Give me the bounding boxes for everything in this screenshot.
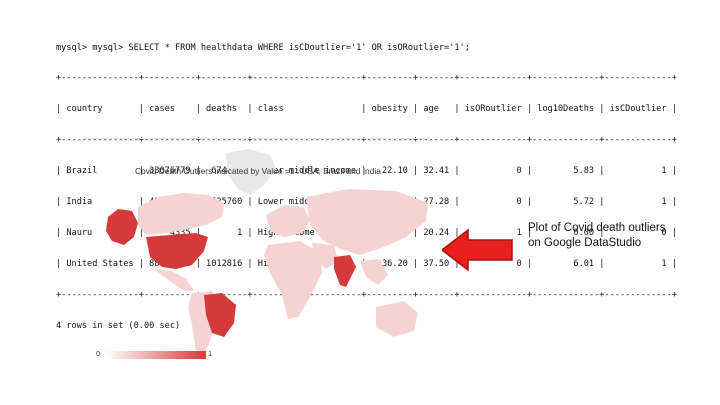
rows-in-set-status: 4 rows in set (0.00 sec) <box>56 320 181 331</box>
table-border: +---------------+----------+---------+--… <box>56 289 677 300</box>
table-header-row: | country | cases | deaths | class | obe… <box>56 104 677 115</box>
left-arrow-icon <box>442 228 513 272</box>
annotation-text: Plot of Covid death outliers on Google D… <box>528 222 666 249</box>
terminal-prompt-line: mysql> mysql> SELECT * FROM healthdata W… <box>56 42 470 53</box>
legend-max-label: 1 <box>208 349 213 358</box>
map-region-united-states <box>146 233 208 269</box>
section-divider <box>84 138 430 139</box>
map-title: Covid Death Outliers indicated by Value … <box>135 166 381 176</box>
map-region-australia <box>376 301 418 337</box>
map-region-africa <box>264 241 322 319</box>
world-map <box>106 149 428 359</box>
table-border: +---------------+----------+---------+--… <box>56 135 677 146</box>
color-legend: 0 1 <box>96 348 226 364</box>
map-region-europe <box>266 205 310 237</box>
table-border: +---------------+----------+---------+--… <box>56 73 677 84</box>
map-region-asia <box>306 189 428 255</box>
map-region-mexico <box>154 269 194 291</box>
map-region-alaska <box>106 209 138 245</box>
map-region-middle-east <box>312 243 338 269</box>
legend-min-label: 0 <box>96 349 101 358</box>
map-region-india <box>334 255 356 287</box>
map-region-southeast-asia <box>360 259 388 285</box>
map-region-greenland <box>226 149 276 195</box>
map-region-canada <box>138 193 224 235</box>
map-region-brazil <box>204 293 236 337</box>
legend-gradient-bar <box>106 351 206 359</box>
